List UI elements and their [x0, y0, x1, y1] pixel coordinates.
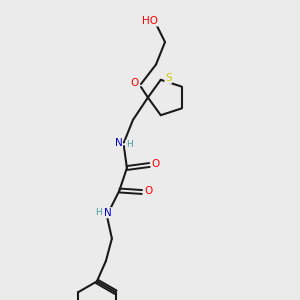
- Text: HO: HO: [142, 16, 158, 26]
- Text: O: O: [144, 186, 153, 197]
- Text: N: N: [104, 208, 112, 218]
- Text: H: H: [96, 208, 102, 217]
- Text: N: N: [115, 137, 122, 148]
- Text: H: H: [126, 140, 133, 149]
- Text: S: S: [165, 73, 172, 83]
- Text: O: O: [152, 159, 160, 170]
- Text: O: O: [130, 77, 139, 88]
